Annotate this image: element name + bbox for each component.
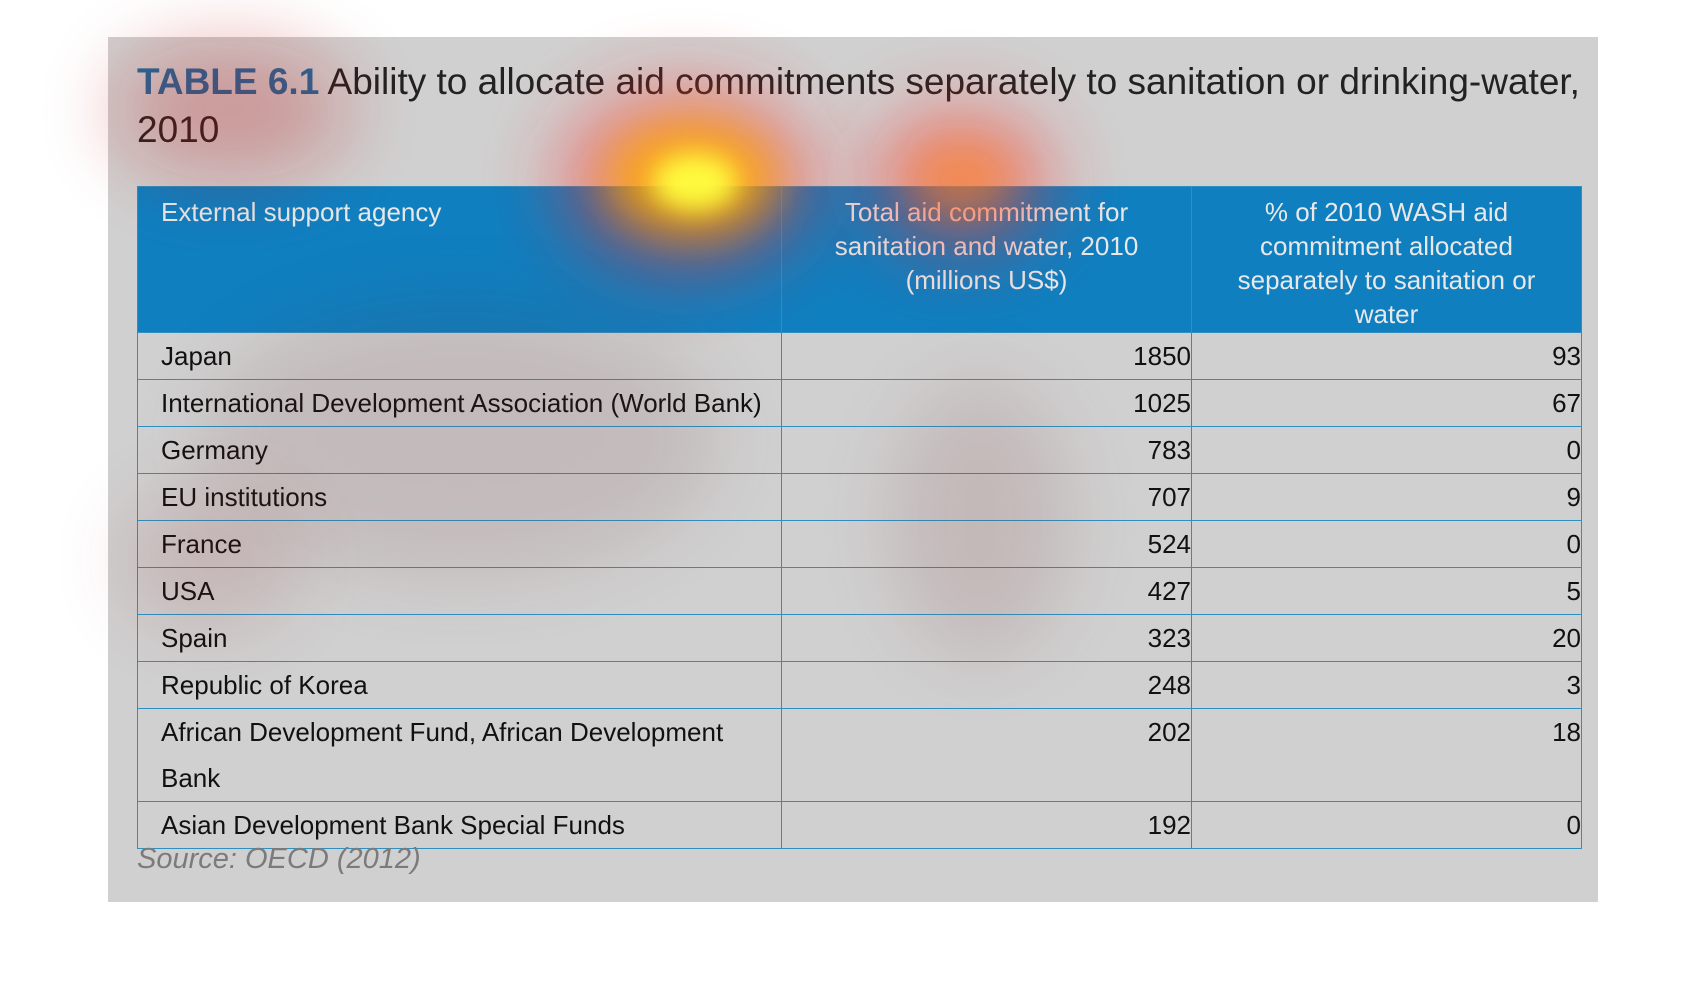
table-row: Asian Development Bank Special Funds 192 0 [137,801,1582,849]
source-note: Source: OECD (2012) [137,843,421,875]
header-percent: % of 2010 WASH aid commitment allocated … [1191,186,1582,333]
cell-commitment: 707 [781,473,1192,521]
cell-commitment: 323 [781,614,1192,662]
cell-commitment: 524 [781,520,1192,568]
cell-agency: Asian Development Bank Special Funds [137,801,782,849]
table-body: Japan 1850 93 International Development Ass… [137,332,1582,849]
cell-commitment: 202 [781,708,1192,802]
table-row: Germany 783 0 [137,426,1582,474]
table-row: Japan 1850 93 [137,332,1582,380]
table-row: African Development Fund, African Develo… [137,708,1582,802]
table-row: EU institutions 707 9 [137,473,1582,521]
cell-commitment: 1025 [781,379,1192,427]
cell-commitment: 1850 [781,332,1192,380]
cell-commitment: 248 [781,661,1192,709]
cell-agency: Republic of Korea [137,661,782,709]
cell-agency: Germany [137,426,782,474]
cell-agency: USA [137,567,782,615]
cell-percent: 0 [1191,801,1582,849]
cell-agency: Spain [137,614,782,662]
table-row: Spain 323 20 [137,614,1582,662]
table-row: USA 427 5 [137,567,1582,615]
table-row: France 524 0 [137,520,1582,568]
cell-commitment: 427 [781,567,1192,615]
cell-percent: 5 [1191,567,1582,615]
cell-agency: Japan [137,332,782,380]
table-title: TABLE 6.1 Ability to allocate aid commit… [137,58,1587,154]
cell-percent: 67 [1191,379,1582,427]
table-number-label: TABLE 6.1 [137,61,320,102]
cell-percent: 18 [1191,708,1582,802]
table-row: Republic of Korea 248 3 [137,661,1582,709]
cell-agency: International Development Association (W… [137,379,782,427]
table-title-text: Ability to allocate aid commitments sepa… [137,61,1580,150]
header-agency: External support agency [137,186,782,333]
header-row: External support agency Total aid commit… [137,186,1582,333]
cell-percent: 9 [1191,473,1582,521]
cell-agency: France [137,520,782,568]
cell-commitment: 192 [781,801,1192,849]
cell-percent: 3 [1191,661,1582,709]
cell-percent: 93 [1191,332,1582,380]
cell-agency: African Development Fund, African Develo… [137,708,782,802]
cell-agency: EU institutions [137,473,782,521]
cell-percent: 20 [1191,614,1582,662]
data-table: External support agency Total aid commit… [137,186,1582,849]
cell-percent: 0 [1191,520,1582,568]
table-row: International Development Association (W… [137,379,1582,427]
cell-commitment: 783 [781,426,1192,474]
header-commitment: Total aid commitment for sanitation and … [781,186,1192,333]
cell-percent: 0 [1191,426,1582,474]
